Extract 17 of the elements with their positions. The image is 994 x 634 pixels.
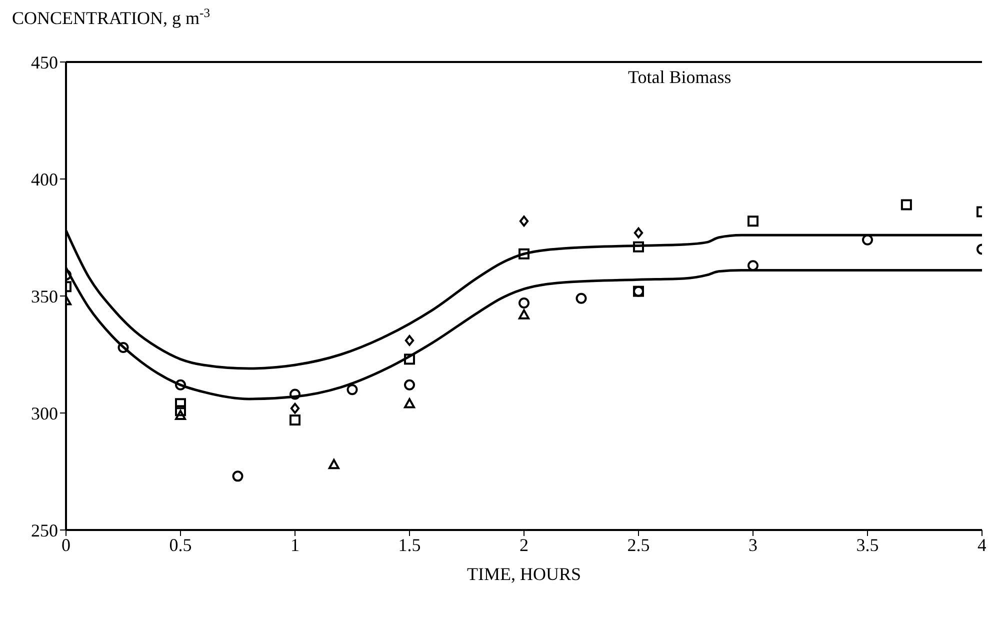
x-tick-label: 0 [62,534,70,555]
x-tick-label: 3 [748,534,758,555]
y-tick-label: 450 [31,52,58,72]
y-tick-label: 400 [31,169,58,190]
x-tick-label: 2 [520,534,528,555]
x-axis-title: TIME, HOURS [466,564,582,584]
x-tick-label: 3.5 [856,534,879,555]
x-tick-label: 2.5 [627,534,650,555]
x-tick-label: 4 [978,534,986,555]
x-tick-label: 0.5 [169,534,192,555]
annotation: Total Biomass [628,67,732,87]
y-tick-label: 350 [31,286,58,306]
x-tick-label: 1 [290,534,300,555]
y-tick-label: 300 [31,403,58,424]
y-tick-label: 250 [31,520,58,540]
y-axis-title: CONCENTRATION, g m$^{-3}$ [12,6,210,28]
x-tick-label: 1.5 [398,534,421,555]
